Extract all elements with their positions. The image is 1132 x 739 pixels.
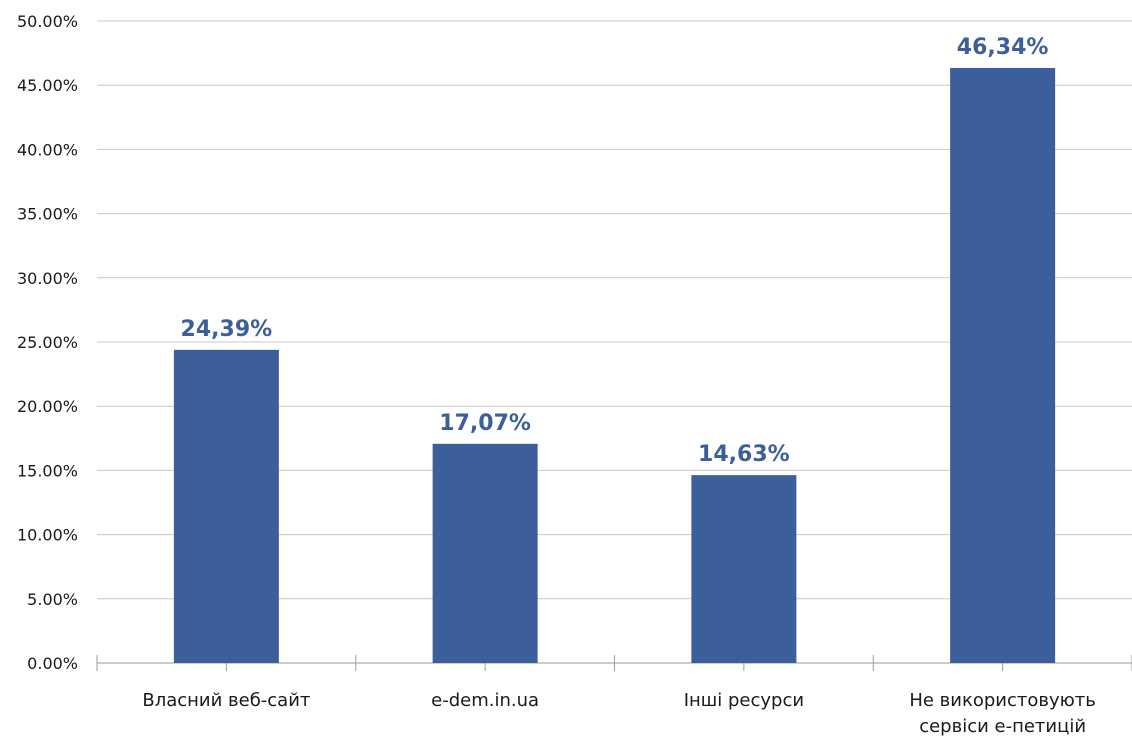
x-category-label: e-dem.in.ua — [431, 690, 539, 711]
data-labels: 24,39% 17,07% 14,63% 46,34% — [181, 35, 1049, 467]
bar-value-label: 46,34% — [957, 35, 1049, 60]
bar — [173, 349, 279, 663]
bar — [950, 67, 1056, 664]
y-axis-tick-labels: 0.00% 5.00% 10.00% 15.00% 20.00% 25.00% 30.00%… — [17, 12, 78, 673]
y-tick-label: 30.00% — [17, 269, 78, 288]
bar-value-label: 17,07% — [439, 411, 531, 436]
y-tick-label: 40.00% — [17, 140, 78, 159]
bar — [432, 443, 538, 663]
y-tick-label: 5.00% — [27, 590, 78, 609]
x-category-label: сервіси е-петицій — [919, 716, 1086, 737]
y-tick-label: 15.00% — [17, 461, 78, 480]
bars — [173, 67, 1056, 664]
x-category-label: Інші ресурси — [684, 690, 804, 711]
x-category-label: Власний веб-сайт — [142, 690, 310, 711]
y-tick-label: 25.00% — [17, 333, 78, 352]
bar-value-label: 14,63% — [698, 442, 790, 467]
y-tick-label: 0.00% — [27, 654, 78, 673]
y-tick-label: 50.00% — [17, 12, 78, 31]
y-tick-label: 10.00% — [17, 526, 78, 545]
bar — [691, 475, 797, 663]
y-tick-label: 20.00% — [17, 397, 78, 416]
bar-value-label: 24,39% — [181, 317, 273, 342]
x-category-label: Не використовують — [909, 690, 1096, 711]
y-tick-label: 35.00% — [17, 205, 78, 224]
y-tick-label: 45.00% — [17, 76, 78, 95]
x-axis-category-labels: Власний веб-сайт e-dem.in.ua Інші ресурси Н… — [142, 690, 1096, 737]
